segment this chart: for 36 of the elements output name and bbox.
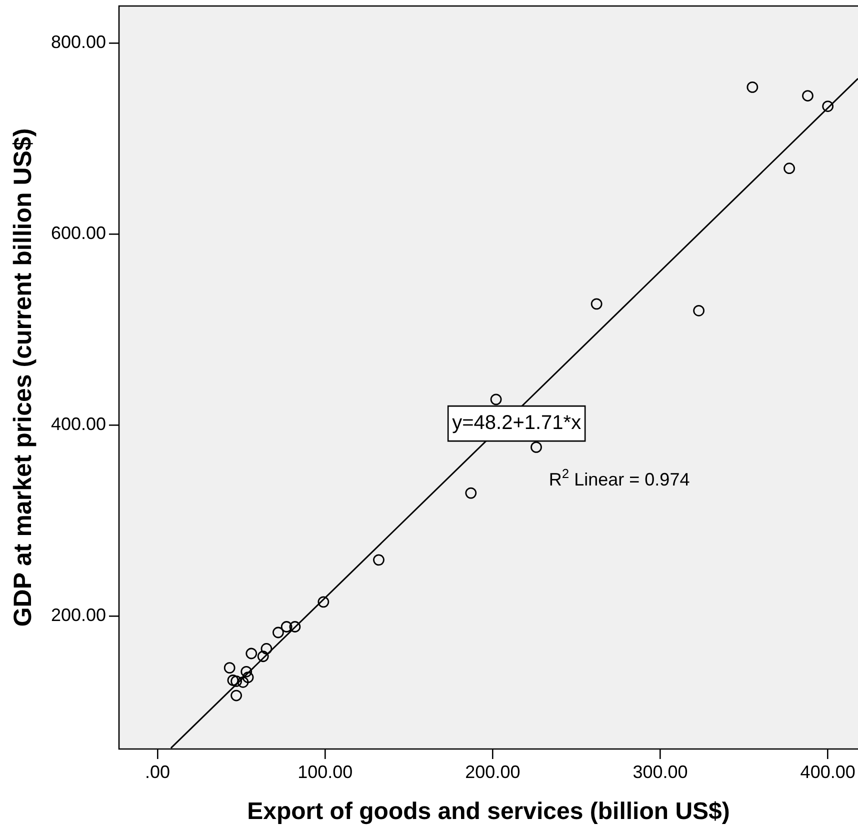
point <box>280 621 292 632</box>
y-tick-label: 400.00 <box>50 414 106 434</box>
point <box>373 554 384 566</box>
point <box>227 674 239 686</box>
x-tick-label: 100.00 <box>298 762 353 782</box>
point <box>465 487 477 499</box>
y-tick-label: 800.00 <box>50 32 106 52</box>
point <box>490 394 502 406</box>
point <box>318 596 330 608</box>
point <box>784 162 795 174</box>
point <box>746 81 758 93</box>
point <box>242 672 254 684</box>
y-tick-label: 600.00 <box>50 223 106 244</box>
point <box>590 298 602 310</box>
annotation: y=48.2+1.71*x <box>452 412 582 434</box>
point <box>224 662 236 674</box>
x-axis-title: Export of goods and services (billion US$) <box>247 798 730 826</box>
x-tick-label: .00 <box>145 762 170 782</box>
x-tick-label: 200.00 <box>465 762 520 782</box>
point <box>289 621 301 632</box>
point <box>693 304 705 316</box>
y-tick-label: 200.00 <box>50 605 106 626</box>
point <box>230 690 242 702</box>
point <box>822 100 834 112</box>
point <box>530 442 542 453</box>
point <box>802 90 814 102</box>
point <box>246 648 258 660</box>
y-axis-title: GDP at market prices (current billion US$) <box>8 128 37 627</box>
point <box>260 643 272 654</box>
point <box>237 676 249 688</box>
point <box>230 675 242 687</box>
point <box>240 666 252 678</box>
point <box>257 650 269 662</box>
point <box>272 626 284 638</box>
x-tick-label: 400.00 <box>800 762 856 782</box>
x-tick-label: 300.00 <box>632 762 688 782</box>
